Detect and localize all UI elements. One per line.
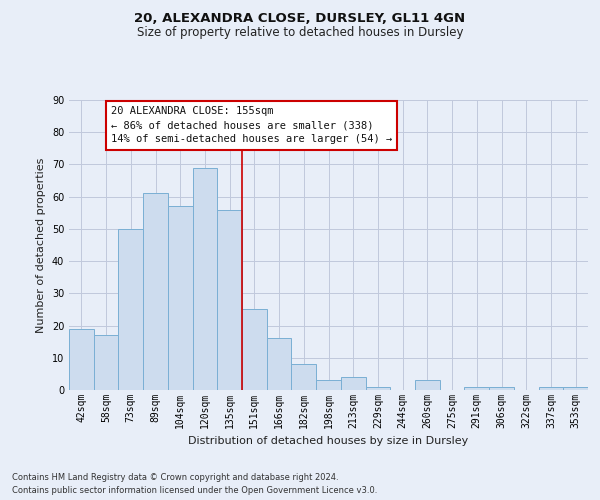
Text: Contains public sector information licensed under the Open Government Licence v3: Contains public sector information licen… (12, 486, 377, 495)
Bar (464, 387, 489, 390)
Bar (118, 229, 143, 390)
Y-axis label: Number of detached properties: Number of detached properties (36, 158, 46, 332)
Text: Contains HM Land Registry data © Crown copyright and database right 2024.: Contains HM Land Registry data © Crown c… (12, 472, 338, 482)
Bar (539, 387, 563, 390)
Bar (94, 335, 118, 390)
Text: 20, ALEXANDRA CLOSE, DURSLEY, GL11 4GN: 20, ALEXANDRA CLOSE, DURSLEY, GL11 4GN (134, 12, 466, 26)
Bar (267, 338, 292, 390)
Bar (217, 210, 242, 390)
Bar (292, 364, 316, 390)
X-axis label: Distribution of detached houses by size in Dursley: Distribution of detached houses by size … (188, 436, 469, 446)
Bar (341, 377, 365, 390)
Bar (365, 387, 390, 390)
Bar (316, 380, 341, 390)
Bar (193, 168, 217, 390)
Bar (242, 310, 267, 390)
Text: Size of property relative to detached houses in Dursley: Size of property relative to detached ho… (137, 26, 463, 39)
Text: 20 ALEXANDRA CLOSE: 155sqm
← 86% of detached houses are smaller (338)
14% of sem: 20 ALEXANDRA CLOSE: 155sqm ← 86% of deta… (111, 106, 392, 144)
Bar (563, 387, 588, 390)
Bar (143, 194, 168, 390)
Bar (168, 206, 193, 390)
Bar (489, 387, 514, 390)
Bar (69, 329, 94, 390)
Bar (415, 380, 440, 390)
